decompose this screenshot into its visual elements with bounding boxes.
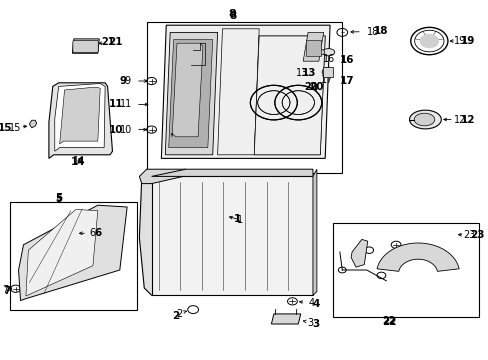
Text: 14: 14 <box>71 157 85 167</box>
Text: 11: 11 <box>108 99 123 109</box>
Ellipse shape <box>322 68 332 77</box>
Text: 19: 19 <box>452 36 465 46</box>
Text: 10: 10 <box>108 125 123 135</box>
Text: 15: 15 <box>0 123 12 133</box>
Text: 1: 1 <box>236 215 242 225</box>
Text: 17: 17 <box>339 76 354 86</box>
Text: 7: 7 <box>3 285 10 296</box>
Text: 17: 17 <box>320 75 332 85</box>
Polygon shape <box>151 169 312 176</box>
Text: 21: 21 <box>101 37 114 48</box>
Bar <box>305 40 321 56</box>
Polygon shape <box>271 314 300 324</box>
Ellipse shape <box>413 113 434 126</box>
Bar <box>332 223 478 317</box>
Circle shape <box>419 34 438 48</box>
Polygon shape <box>168 40 212 148</box>
Ellipse shape <box>322 49 334 56</box>
Polygon shape <box>312 169 316 295</box>
Text: 22: 22 <box>381 317 396 327</box>
Text: 9: 9 <box>124 76 130 86</box>
Text: 1: 1 <box>233 213 240 224</box>
Text: 23: 23 <box>462 230 475 240</box>
Text: 5: 5 <box>55 194 62 204</box>
Text: 22: 22 <box>381 316 395 326</box>
Polygon shape <box>303 32 323 61</box>
Text: 9: 9 <box>119 76 126 86</box>
Polygon shape <box>254 36 325 155</box>
Text: 12: 12 <box>460 115 474 125</box>
Text: 6: 6 <box>94 228 101 238</box>
Polygon shape <box>49 83 112 158</box>
Bar <box>10 202 137 310</box>
Text: 7: 7 <box>2 285 8 295</box>
Text: 20: 20 <box>303 82 317 93</box>
Polygon shape <box>171 43 203 137</box>
Text: 4: 4 <box>312 299 320 309</box>
Text: 16: 16 <box>322 54 334 64</box>
Bar <box>146 22 342 173</box>
Text: 3: 3 <box>311 319 319 329</box>
Polygon shape <box>139 176 185 295</box>
Text: 8: 8 <box>229 11 236 21</box>
Polygon shape <box>55 84 105 151</box>
FancyBboxPatch shape <box>73 40 98 53</box>
Polygon shape <box>139 169 185 184</box>
Text: 8: 8 <box>228 9 236 19</box>
Text: 13: 13 <box>295 68 308 78</box>
Text: 2: 2 <box>172 311 179 321</box>
Polygon shape <box>26 210 98 296</box>
Polygon shape <box>29 120 37 128</box>
Text: 20: 20 <box>308 82 323 93</box>
Text: 10: 10 <box>119 125 132 135</box>
Text: 13: 13 <box>302 68 316 78</box>
Text: 23: 23 <box>469 230 484 240</box>
Polygon shape <box>161 25 329 158</box>
Ellipse shape <box>315 49 324 55</box>
Text: 18: 18 <box>366 27 378 37</box>
Text: 15: 15 <box>8 123 21 133</box>
Text: 21: 21 <box>108 37 123 48</box>
Polygon shape <box>165 32 217 155</box>
Polygon shape <box>151 176 312 295</box>
Polygon shape <box>376 243 458 271</box>
Polygon shape <box>19 205 127 301</box>
Polygon shape <box>254 36 325 155</box>
Ellipse shape <box>409 110 440 129</box>
Polygon shape <box>350 239 367 267</box>
Polygon shape <box>72 39 99 53</box>
Text: 2: 2 <box>176 309 182 319</box>
Polygon shape <box>60 87 100 144</box>
Text: 3: 3 <box>307 318 313 328</box>
Text: 4: 4 <box>308 298 314 309</box>
Text: 6: 6 <box>90 228 96 238</box>
Bar <box>322 67 332 77</box>
Text: 5: 5 <box>55 193 62 203</box>
Polygon shape <box>217 29 259 155</box>
Text: 14: 14 <box>73 156 85 166</box>
Text: 18: 18 <box>373 26 388 36</box>
Text: 11: 11 <box>120 99 132 109</box>
Text: 16: 16 <box>339 55 354 65</box>
Text: 12: 12 <box>452 114 465 125</box>
Text: 19: 19 <box>460 36 474 46</box>
